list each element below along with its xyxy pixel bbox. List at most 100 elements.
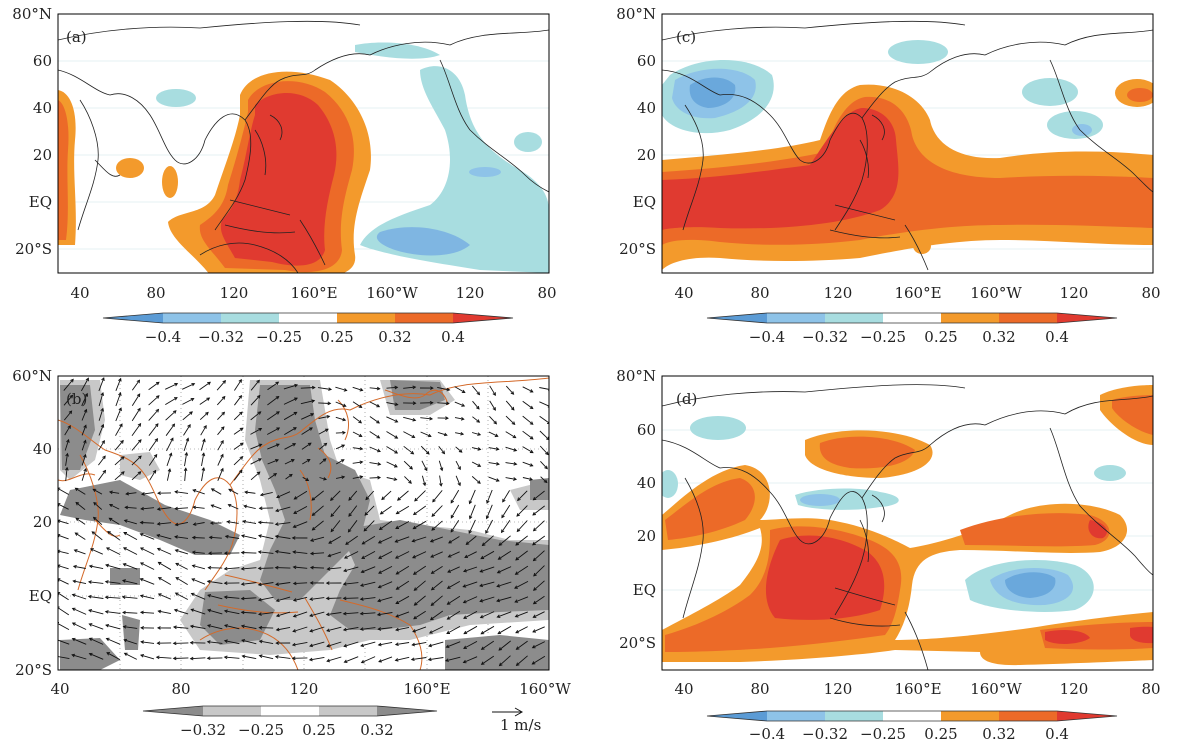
wind-vector [233, 442, 244, 450]
colorbar-segment [1057, 711, 1117, 721]
wind-vector [259, 627, 274, 629]
wind-vector [421, 460, 428, 471]
shade-neg-strong [689, 77, 736, 108]
wind-vector [91, 531, 103, 541]
wind-vector-head [206, 656, 211, 661]
wind-vector-head [119, 423, 123, 428]
wind-vector-head [185, 437, 190, 442]
wind-vector-head [311, 527, 316, 531]
lat-label: 60 [33, 52, 52, 70]
wind-vector [293, 596, 308, 601]
wind-vector [489, 385, 496, 396]
colorbar-label: −0.32 [180, 721, 226, 739]
wind-vector-head [485, 530, 489, 534]
wind-vector [211, 488, 222, 495]
wind-vector-head [378, 526, 383, 531]
wind-vector-head [206, 397, 211, 401]
wind-vector-head [191, 578, 196, 582]
wind-vector-head [309, 628, 314, 633]
wind-vector-head [361, 555, 365, 559]
wind-vector-head [532, 496, 537, 501]
wind-vector-head [327, 401, 332, 406]
wind-vector [514, 581, 529, 589]
wind-vector-head [208, 535, 213, 540]
wind-vector-head [291, 642, 296, 647]
wind-vector [283, 397, 298, 405]
wind-vector-head [328, 540, 332, 544]
wind-vector-head [463, 645, 467, 649]
wind-vector-head [139, 577, 144, 582]
wind-vector [454, 417, 464, 420]
lon-label: 80 [1141, 284, 1160, 302]
wind-vector-head [514, 585, 518, 589]
wind-vector [438, 460, 443, 471]
wind-vector [420, 417, 433, 420]
wind-vector-head [444, 658, 449, 662]
wind-vector [396, 565, 410, 575]
wind-vector [413, 610, 426, 620]
wind-vector [310, 597, 325, 600]
wind-vector-head [104, 580, 109, 584]
wind-vector-head [183, 467, 188, 472]
wind-vector-head [450, 499, 455, 504]
wind-vector-head [446, 601, 451, 605]
wind-vector-head [92, 488, 97, 493]
wind-vector [140, 654, 155, 660]
shade-neg-weak [355, 42, 440, 59]
wind-vector [192, 551, 205, 554]
wind-vector-head [513, 448, 518, 452]
colorbar-label: 0.25 [320, 328, 353, 346]
wind-vector-head [429, 400, 434, 405]
wind-vector-head [84, 392, 88, 397]
wind-vector [267, 443, 280, 450]
wind-vector-head [533, 587, 537, 591]
wind-vector-head [311, 497, 316, 501]
wind-vector [330, 490, 341, 501]
wind-vector-head [347, 528, 352, 533]
wind-vector-head [192, 489, 197, 493]
wind-vector-head [340, 459, 345, 463]
wind-vector-head [394, 539, 399, 543]
lon-label: 120 [824, 284, 853, 302]
wind-vector [228, 488, 239, 495]
vector-scale-key: 1 m/s [492, 707, 541, 734]
wind-vector-head [207, 593, 212, 598]
wind-vector [241, 625, 257, 630]
wind-vector [175, 549, 189, 555]
wind-vector-head [276, 427, 281, 431]
wind-vector-head [395, 627, 400, 632]
wind-vector [148, 423, 159, 436]
wind-vector-head [309, 427, 313, 431]
wind-vector [455, 475, 461, 486]
wind-vector [125, 506, 137, 509]
wind-vector-head [529, 421, 534, 425]
wind-vector [259, 655, 274, 660]
wind-vector [377, 596, 393, 602]
wind-vector-head [480, 646, 485, 650]
wind-vector [88, 581, 104, 584]
wind-vector [310, 567, 325, 569]
wind-vector [317, 387, 332, 390]
wind-vector-head [311, 399, 316, 403]
wind-vector [430, 551, 443, 558]
wind-vector [450, 489, 460, 504]
wind-vector-head [274, 565, 279, 570]
wind-vector-head [395, 510, 400, 515]
wind-vector [515, 565, 529, 575]
lat-label: EQ [633, 193, 656, 211]
wind-vector [241, 535, 257, 540]
wind-vector [403, 386, 416, 389]
wind-vector-head [106, 652, 111, 656]
wind-vector [348, 520, 358, 533]
wind-vector-head [446, 616, 451, 620]
wind-vector [244, 491, 256, 494]
wind-vector-head [83, 453, 87, 458]
wind-vector [481, 655, 495, 665]
wind-vector [58, 607, 70, 616]
wind-vector-head [377, 448, 381, 453]
shade-pos-strong [662, 108, 899, 230]
wind-vector [165, 397, 178, 405]
wind-vector-head [191, 550, 196, 555]
wind-vector-head [170, 437, 174, 442]
wind-vector-head [327, 553, 332, 558]
